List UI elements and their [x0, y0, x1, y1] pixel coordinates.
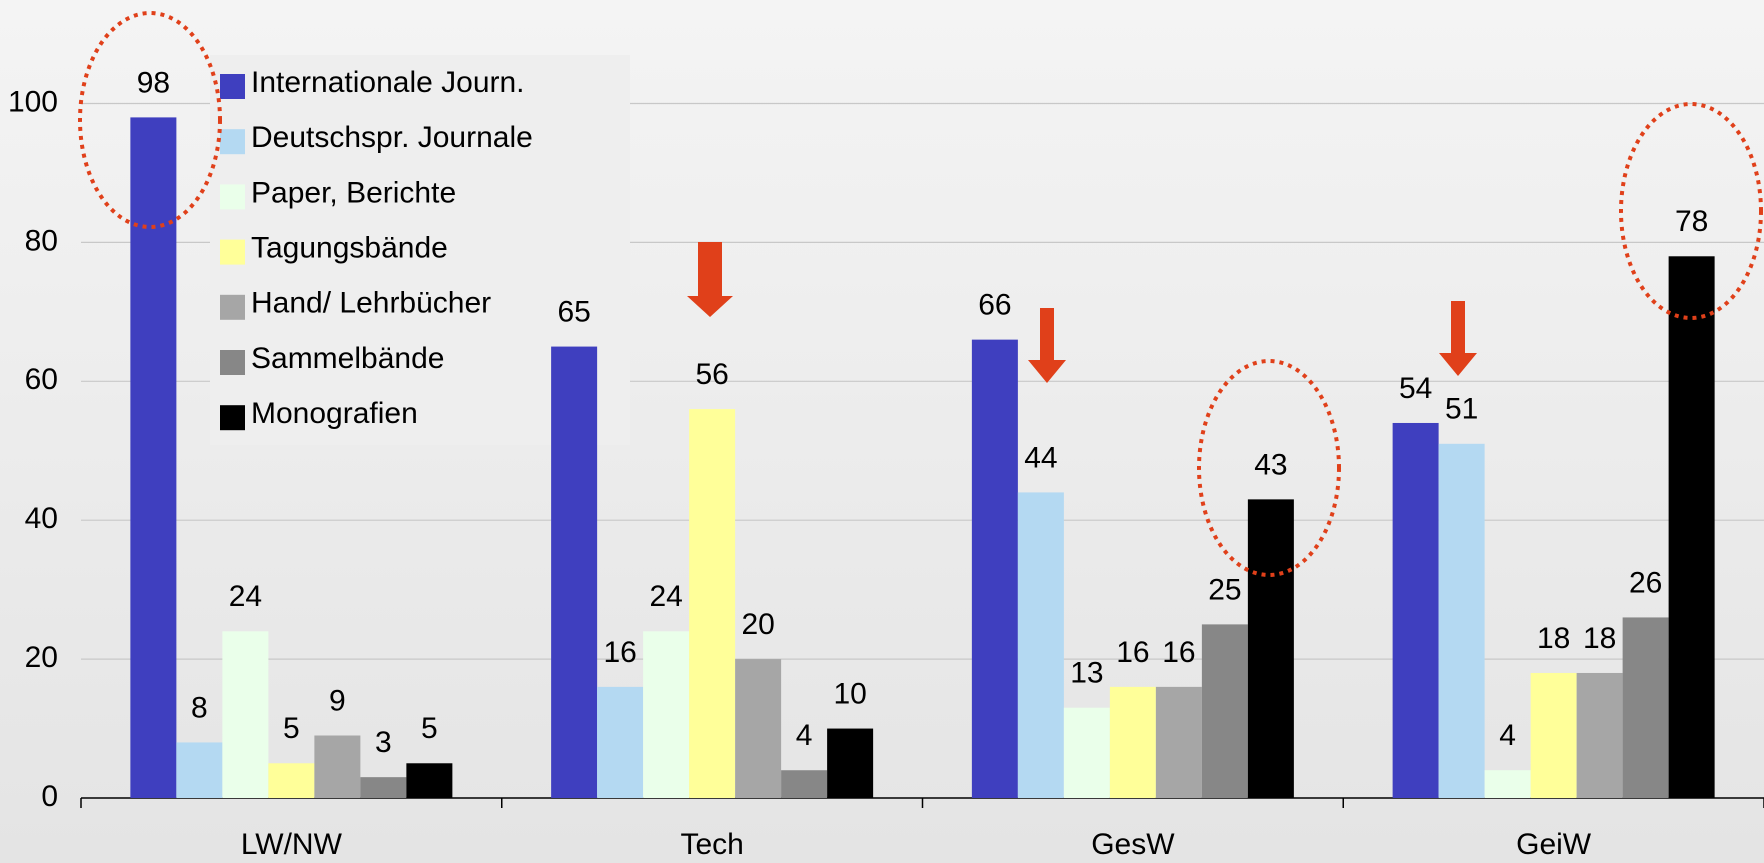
legend-swatch — [220, 405, 245, 431]
value-label: 24 — [649, 580, 682, 613]
highlight-ellipse — [1619, 102, 1763, 320]
bar — [1392, 422, 1439, 798]
value-label: 16 — [1116, 636, 1149, 669]
bar — [268, 763, 315, 798]
bar — [1438, 443, 1485, 798]
y-tick-label: 80 — [25, 224, 58, 257]
value-label: 66 — [978, 289, 1011, 322]
bar — [1247, 499, 1294, 798]
value-label: 43 — [1254, 448, 1287, 481]
bar — [1201, 624, 1248, 798]
bar — [360, 777, 407, 798]
value-label: 98 — [137, 66, 170, 99]
bar — [222, 631, 269, 798]
legend-label: Deutschspr. Journale — [251, 121, 533, 154]
value-label: 20 — [741, 608, 774, 641]
value-label: 78 — [1675, 205, 1708, 238]
bar — [314, 735, 361, 798]
y-tick-label: 60 — [25, 363, 58, 396]
x-tick-label: GeiW — [1516, 828, 1592, 861]
value-label: 4 — [796, 719, 813, 752]
bar — [597, 686, 644, 798]
legend-swatch — [220, 74, 245, 99]
value-label: 16 — [603, 636, 636, 669]
arrow — [687, 242, 733, 317]
value-label: 26 — [1629, 566, 1662, 599]
x-tick-label: Tech — [680, 828, 743, 861]
bar — [827, 728, 874, 798]
bar — [176, 742, 223, 798]
value-label: 8 — [191, 691, 208, 724]
bar — [735, 659, 782, 798]
bar — [1484, 770, 1531, 798]
value-label: 51 — [1445, 393, 1478, 426]
bar — [643, 631, 690, 798]
value-label: 56 — [695, 358, 728, 391]
value-label: 5 — [283, 712, 300, 745]
legend-swatch — [220, 184, 245, 210]
bar — [689, 409, 736, 798]
value-label: 13 — [1070, 657, 1103, 690]
y-tick-label: 0 — [41, 780, 58, 813]
arrow — [1439, 301, 1477, 376]
value-label: 4 — [1499, 719, 1516, 752]
legend-label: Tagungsbände — [251, 232, 448, 265]
highlight-ellipse — [1197, 359, 1341, 577]
bar — [551, 346, 598, 798]
value-label: 24 — [229, 580, 262, 613]
y-tick-label: 20 — [25, 641, 58, 674]
bar — [1622, 617, 1669, 798]
value-label: 3 — [375, 726, 392, 759]
value-label: 54 — [1399, 372, 1432, 405]
y-tick-label: 40 — [25, 502, 58, 535]
bar — [1017, 492, 1064, 798]
bar — [406, 763, 453, 798]
bar — [1576, 672, 1623, 798]
x-tick-label: LW/NW — [241, 828, 343, 861]
bar — [781, 770, 828, 798]
value-label: 10 — [833, 677, 866, 710]
bar — [1155, 686, 1202, 798]
bar — [971, 339, 1018, 798]
arrow — [1028, 308, 1066, 383]
highlight-ellipse — [78, 11, 222, 229]
y-tick-label: 100 — [8, 85, 58, 118]
value-label: 18 — [1537, 622, 1570, 655]
value-label: 5 — [421, 712, 438, 745]
value-label: 65 — [557, 295, 590, 328]
annotations — [78, 11, 1763, 577]
legend-label: Paper, Berichte — [251, 176, 456, 209]
value-label: 16 — [1162, 636, 1195, 669]
legend-swatch — [220, 239, 245, 265]
bar — [1063, 707, 1110, 798]
legend-swatch — [220, 350, 245, 375]
bar — [1668, 256, 1715, 798]
x-tick-label: GesW — [1091, 828, 1175, 861]
legend-swatch — [220, 129, 245, 155]
legend-label: Sammelbände — [251, 342, 444, 375]
legend-label: Internationale Journ. — [251, 66, 525, 99]
bar — [1530, 672, 1577, 798]
value-label: 25 — [1208, 573, 1241, 606]
bar — [130, 117, 177, 798]
legend-label: Hand/ Lehrbücher — [251, 287, 491, 320]
legend-swatch — [220, 294, 245, 320]
value-label: 18 — [1583, 622, 1616, 655]
bar — [1109, 686, 1156, 798]
value-label: 9 — [329, 684, 346, 717]
legend-label: Monografien — [251, 397, 418, 430]
value-label: 44 — [1024, 441, 1057, 474]
